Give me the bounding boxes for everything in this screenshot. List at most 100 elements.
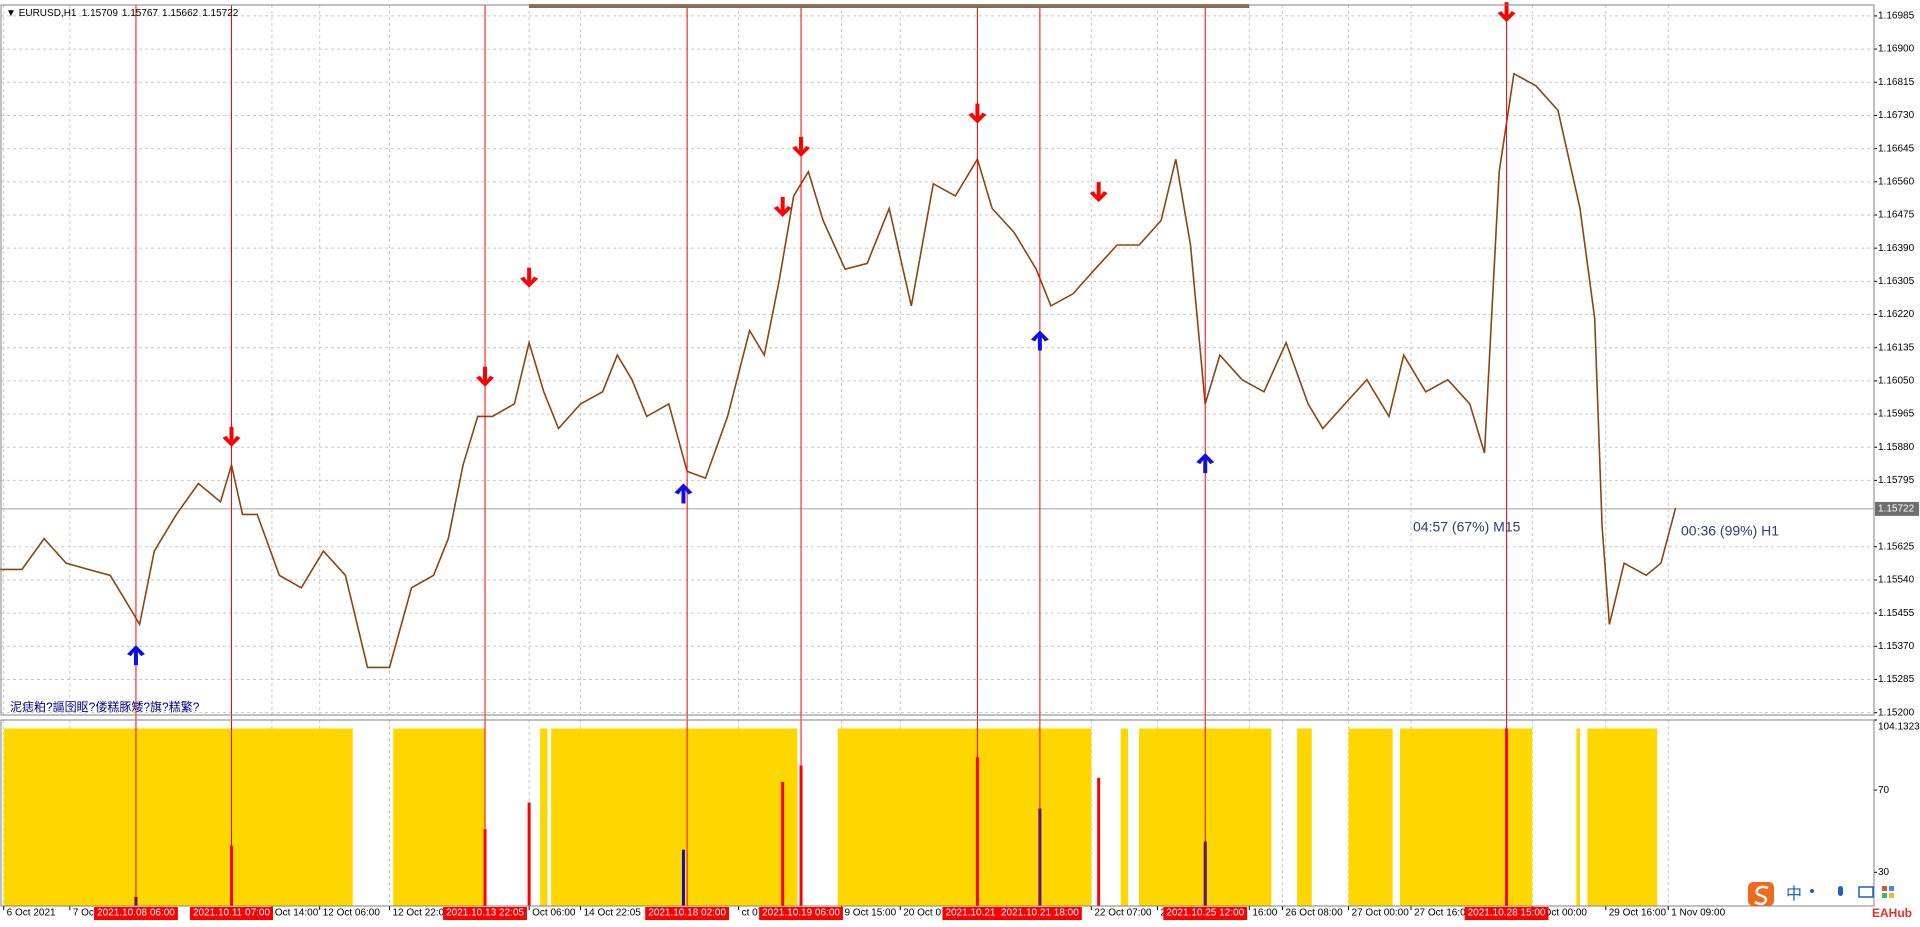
price-line bbox=[0, 72, 1677, 669]
ime-menu[interactable] bbox=[1889, 893, 1894, 898]
indicator-spike bbox=[1097, 777, 1101, 906]
indicator-band bbox=[1587, 728, 1658, 906]
indicator-band bbox=[1297, 728, 1312, 906]
y-tick-label: 1.15625 bbox=[1878, 541, 1915, 552]
timer-h1: 00:36 (99%) H1 bbox=[1681, 523, 1779, 539]
menu-arrow: ▼ bbox=[6, 8, 19, 19]
open: 1.15709 bbox=[82, 8, 119, 19]
current-price-box bbox=[1875, 501, 1919, 516]
ime-language[interactable]: 中 bbox=[1786, 885, 1802, 903]
indicator-spike bbox=[781, 781, 785, 906]
signal-time-box bbox=[759, 907, 843, 920]
signal-time-label: 2021.10.18 02:00 bbox=[648, 908, 726, 919]
x-tick-label: 9 Oct 15:00 bbox=[844, 908, 896, 919]
ime-mic[interactable] bbox=[1838, 886, 1843, 896]
low: 1.15662 bbox=[162, 8, 199, 19]
y-tick-label: 1.16560 bbox=[1878, 176, 1915, 187]
watermark-logo: EAHub bbox=[1872, 906, 1912, 920]
indicator-band bbox=[540, 728, 548, 906]
x-tick-label: 12 Oct 22:05 bbox=[392, 908, 450, 919]
scroll-bar[interactable] bbox=[529, 4, 1249, 8]
y-tick-label: 1.16645 bbox=[1878, 143, 1915, 154]
ime-icon[interactable] bbox=[1748, 882, 1774, 906]
x-tick-label: 27 Oct 16:00 bbox=[1414, 908, 1472, 919]
ime-menu[interactable] bbox=[1882, 893, 1887, 898]
signal-arrow-up bbox=[674, 483, 693, 504]
y-tick-label: 1.15200 bbox=[1878, 707, 1915, 718]
symbol: EURUSD,H1 bbox=[19, 8, 77, 19]
signal-arrow-down bbox=[476, 366, 495, 387]
ime-menu[interactable] bbox=[1882, 886, 1887, 891]
signal-time-box bbox=[443, 907, 527, 920]
signal-arrow-down bbox=[222, 426, 241, 447]
indicator-spike bbox=[681, 849, 685, 906]
signal-time-box bbox=[942, 907, 1013, 920]
y-tick-label: 1.16475 bbox=[1878, 210, 1915, 221]
signal-arrow-down bbox=[1497, 2, 1516, 23]
signal-time-box bbox=[94, 907, 178, 920]
indicator-band bbox=[393, 728, 486, 906]
timer-m15: 04:57 (67%) M15 bbox=[1413, 519, 1521, 535]
y-tick-label: 1.15880 bbox=[1878, 442, 1915, 453]
y-tick-label: 1.15455 bbox=[1878, 608, 1915, 619]
y-tick-label: 104.1323 bbox=[1878, 722, 1920, 733]
ime-keyboard[interactable] bbox=[1858, 886, 1874, 898]
x-tick-label: 20 Oct 0 bbox=[903, 908, 941, 919]
signal-arrow-down bbox=[968, 103, 987, 124]
ime-menu[interactable] bbox=[1889, 886, 1894, 891]
signal-time-box bbox=[1464, 907, 1549, 920]
signal-time-box bbox=[645, 907, 730, 920]
x-tick-label: 26 Oct 08:00 bbox=[1285, 908, 1343, 919]
x-tick-label: 1 Nov 09:00 bbox=[1671, 908, 1725, 919]
indicator-band bbox=[3, 728, 353, 906]
indicator-band bbox=[1348, 728, 1393, 906]
signal-time-label: 2021.10.28 15:00 bbox=[1468, 908, 1546, 919]
y-tick-label: 1.16220 bbox=[1878, 309, 1915, 320]
ime-punct[interactable] bbox=[1810, 889, 1814, 893]
x-tick-label: 27 Oct 00:00 bbox=[1352, 908, 1410, 919]
high: 1.15767 bbox=[122, 8, 159, 19]
signal-time-label: 2021.10.21 18:00 bbox=[1001, 908, 1079, 919]
x-tick-label: Oct 06:00 bbox=[532, 908, 576, 919]
ime-toolbar[interactable]: 中 bbox=[1748, 882, 1894, 906]
indicator-band bbox=[1399, 728, 1533, 906]
y-tick-label: 70 bbox=[1878, 785, 1890, 796]
signal-arrow-down bbox=[520, 267, 539, 288]
signal-arrow-up bbox=[1030, 330, 1049, 351]
price-pane-frame bbox=[0, 4, 1875, 716]
signal-time-label: 2021.10.08 06:00 bbox=[97, 908, 175, 919]
current-price-label: 1.15722 bbox=[1878, 504, 1915, 515]
y-tick-label: 1.15965 bbox=[1878, 409, 1915, 420]
signal-arrow-down bbox=[792, 136, 811, 157]
y-tick-label: 1.16985 bbox=[1878, 11, 1915, 22]
signal-time-box bbox=[997, 907, 1082, 920]
chart-header: ▼ EURUSD,H1 1.15709 1.15767 1.15662 1.15722 bbox=[6, 8, 239, 19]
grid-layer bbox=[1, 5, 1874, 906]
signal-time-box bbox=[189, 907, 274, 920]
signal-time-label: 2021.10.21 02 bbox=[945, 908, 1009, 919]
x-tick-label: 16:00 bbox=[1252, 908, 1277, 919]
y-tick-label: 1.16900 bbox=[1878, 44, 1915, 55]
signal-time-label: 2021.10.19 06:00 bbox=[762, 908, 840, 919]
indicator-band bbox=[551, 728, 798, 906]
ime-icon-glyph bbox=[1754, 885, 1769, 906]
indicator-band bbox=[1120, 728, 1129, 906]
y-tick-label: 1.16390 bbox=[1878, 243, 1915, 254]
x-tick-label: 12 Oct 06:00 bbox=[323, 908, 381, 919]
x-tick-label: 29 Oct 16:00 bbox=[1609, 908, 1667, 919]
x-tick-label: 6 Oct 2021 bbox=[7, 908, 56, 919]
signal-arrow-up bbox=[1196, 453, 1215, 474]
y-tick-label: 30 bbox=[1878, 867, 1890, 878]
y-tick-label: 1.15540 bbox=[1878, 575, 1915, 586]
signal-time-label: 2021.10.25 12:00 bbox=[1166, 908, 1244, 919]
y-tick-label: 1.16050 bbox=[1878, 376, 1915, 387]
signal-arrow-down bbox=[1089, 182, 1108, 203]
indicator-pane-frame bbox=[0, 719, 1875, 907]
indicator-note: 泥痣粕?謳囹眍?偻糕豚矮?旗?糕繁? bbox=[10, 699, 200, 714]
indicator-band bbox=[1576, 728, 1581, 906]
y-tick-label: 1.16730 bbox=[1878, 110, 1915, 121]
indicator-band bbox=[837, 728, 1092, 906]
